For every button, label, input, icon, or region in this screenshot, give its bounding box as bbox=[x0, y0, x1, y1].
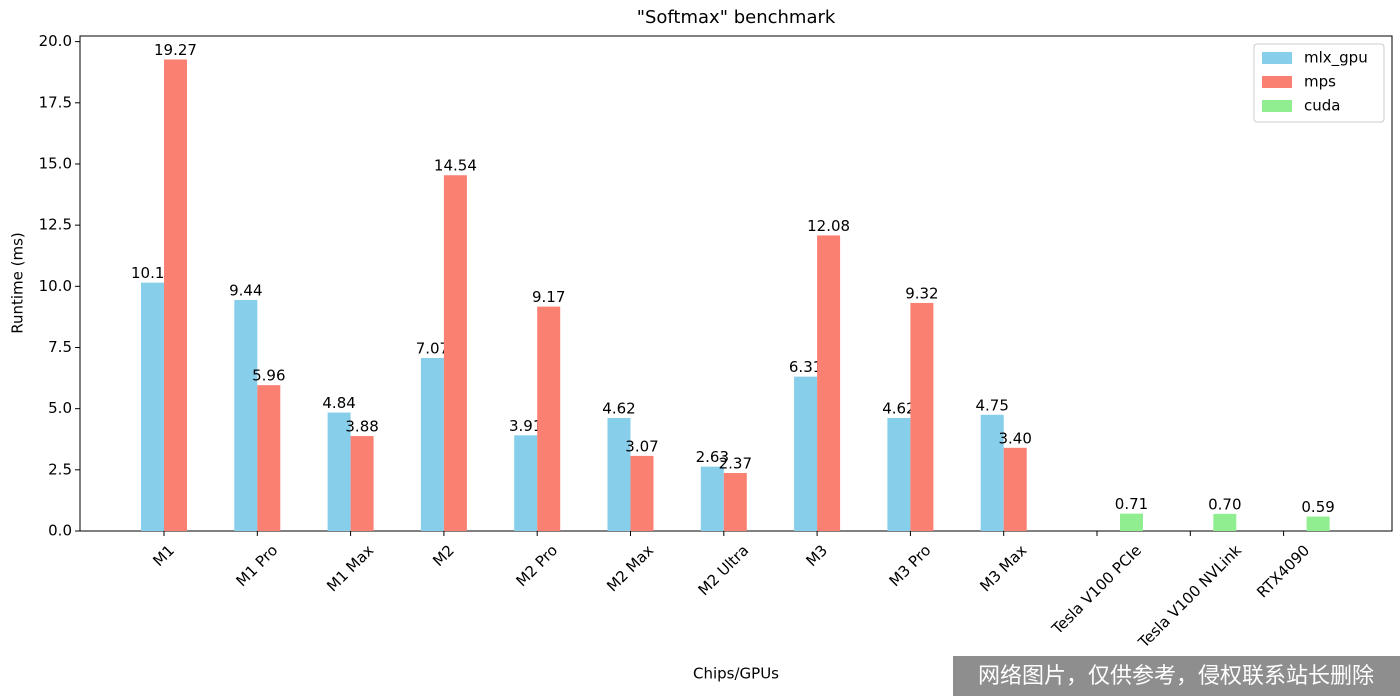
data-label: 4.84 bbox=[322, 394, 355, 412]
watermark-bg bbox=[953, 656, 1400, 696]
data-label: 3.88 bbox=[345, 418, 378, 436]
y-tick-label: 20.0 bbox=[39, 32, 72, 50]
y-tick-label: 10.0 bbox=[39, 277, 72, 295]
bar bbox=[1120, 513, 1143, 531]
x-axis-label: Chips/GPUs bbox=[693, 665, 779, 683]
bar bbox=[234, 300, 258, 531]
y-tick-label: 2.5 bbox=[48, 460, 72, 478]
data-label: 14.54 bbox=[434, 157, 477, 175]
bar bbox=[514, 435, 538, 531]
y-tick-label: 15.0 bbox=[39, 154, 72, 172]
bar bbox=[420, 358, 444, 531]
legend-swatch bbox=[1262, 76, 1292, 88]
data-label: 12.08 bbox=[807, 217, 850, 235]
y-tick-label: 0.0 bbox=[48, 522, 72, 540]
data-label: 4.62 bbox=[882, 399, 915, 417]
bar bbox=[1003, 447, 1027, 531]
data-label: 9.44 bbox=[229, 282, 262, 300]
bar bbox=[443, 175, 467, 532]
data-label: 3.91 bbox=[509, 417, 542, 435]
bar bbox=[1213, 513, 1237, 531]
x-tick-label: M2 Pro bbox=[512, 541, 561, 590]
x-tick-label: M1 bbox=[149, 541, 178, 570]
x-tick-label: Tesla V100 PCIe bbox=[1048, 541, 1145, 638]
legend-swatch bbox=[1262, 52, 1292, 64]
y-axis-label: Runtime (ms) bbox=[9, 232, 27, 334]
bar bbox=[700, 466, 724, 531]
data-label: 7.07 bbox=[416, 340, 449, 358]
data-label: 0.71 bbox=[1115, 495, 1148, 513]
bar bbox=[537, 306, 561, 531]
legend-label: mps bbox=[1304, 73, 1336, 91]
bar bbox=[910, 302, 934, 531]
data-label: 10.15 bbox=[131, 264, 174, 282]
data-label: 4.75 bbox=[975, 396, 1008, 414]
data-label: 3.40 bbox=[998, 429, 1031, 447]
bar bbox=[164, 59, 187, 531]
bar bbox=[723, 473, 747, 531]
data-label: 0.59 bbox=[1301, 498, 1334, 516]
data-label: 0.70 bbox=[1208, 495, 1241, 513]
bar bbox=[257, 385, 281, 531]
watermark: 网络图片，仅供参考，侵权联系站长删除 bbox=[978, 664, 1374, 689]
data-label: 9.17 bbox=[532, 288, 565, 306]
data-label: 2.37 bbox=[719, 455, 752, 473]
bar bbox=[980, 414, 1004, 531]
data-label: 6.31 bbox=[789, 358, 822, 376]
data-label: 3.07 bbox=[625, 437, 658, 455]
y-tick-label: 5.0 bbox=[48, 399, 72, 417]
y-tick-label: 17.5 bbox=[39, 93, 72, 111]
legend-swatch bbox=[1262, 100, 1292, 112]
bar bbox=[141, 282, 164, 531]
bar bbox=[607, 417, 631, 531]
y-tick-label: 7.5 bbox=[48, 338, 72, 356]
x-tick-label: M2 Ultra bbox=[695, 541, 753, 599]
bar bbox=[327, 412, 351, 531]
y-tick-label: 12.5 bbox=[39, 216, 72, 234]
data-label: 19.27 bbox=[154, 41, 197, 59]
x-tick-label: M2 Max bbox=[603, 541, 657, 595]
data-label: 5.96 bbox=[252, 367, 285, 385]
x-tick-label: M3 bbox=[802, 541, 831, 570]
x-tick-label: RTX4090 bbox=[1253, 541, 1313, 601]
x-tick-label: M1 Max bbox=[323, 541, 377, 595]
x-tick-label: M3 Pro bbox=[886, 541, 935, 590]
bar bbox=[887, 417, 911, 531]
data-label: 2.63 bbox=[696, 448, 729, 466]
legend-label: cuda bbox=[1304, 97, 1340, 115]
x-tick-label: M2 bbox=[429, 541, 458, 570]
x-tick-label: M3 Max bbox=[976, 541, 1030, 595]
legend-label: mlx_gpu bbox=[1304, 49, 1368, 68]
chart-title: "Softmax" benchmark bbox=[637, 7, 836, 28]
bar bbox=[817, 235, 841, 531]
x-tick-label: M1 Pro bbox=[233, 541, 282, 590]
data-label: 9.32 bbox=[905, 284, 938, 302]
bar bbox=[350, 436, 374, 531]
bar bbox=[630, 455, 654, 531]
data-label: 4.62 bbox=[602, 399, 635, 417]
x-tick-label: Tesla V100 NVLink bbox=[1134, 541, 1245, 652]
bar bbox=[794, 376, 818, 531]
bar bbox=[1306, 516, 1330, 531]
